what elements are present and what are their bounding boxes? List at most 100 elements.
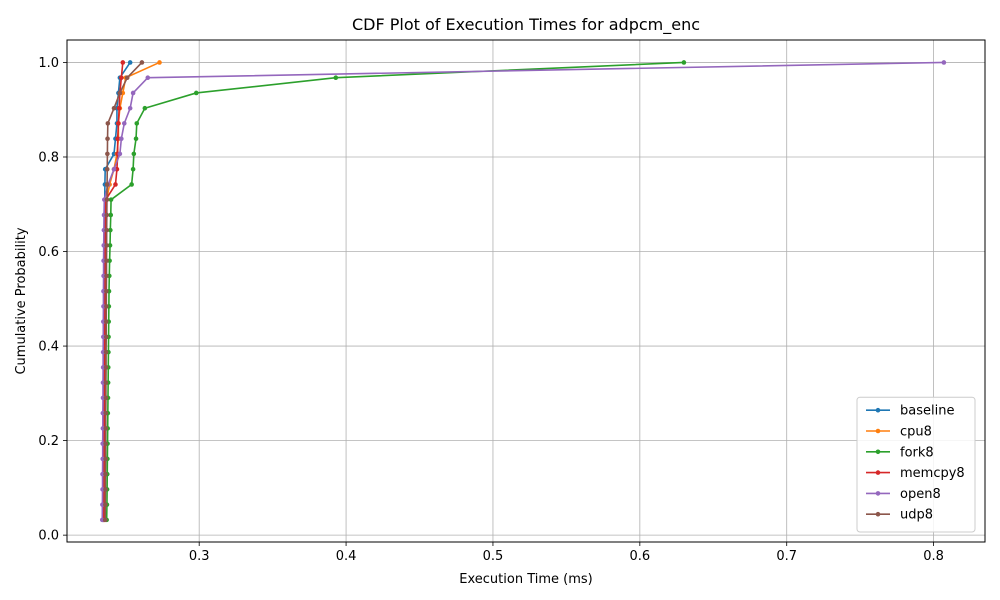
data-point-memcpy8: [116, 105, 122, 111]
data-point-udp8: [102, 517, 108, 523]
data-point-udp8: [104, 197, 110, 202]
data-point-fork8: [129, 182, 134, 187]
legend-marker: [875, 470, 881, 475]
y-tick-label: 0.4: [38, 340, 59, 355]
data-point-open8: [121, 121, 127, 126]
data-point-open8: [130, 90, 136, 96]
data-point-fork8: [107, 243, 113, 248]
legend-item-baseline: baseline: [866, 404, 954, 419]
data-point-fork8: [131, 151, 137, 157]
data-point-open8: [145, 75, 151, 81]
legend-item-cpu8: cpu8: [866, 425, 932, 440]
y-tick-label: 1.0: [38, 56, 59, 71]
data-point-udp8: [104, 258, 109, 264]
legend-label: open8: [900, 487, 941, 502]
series-udp8: [102, 60, 145, 523]
y-tick-label: 0.8: [38, 150, 59, 165]
data-point-udp8: [103, 319, 109, 324]
legend-label: baseline: [900, 404, 954, 419]
data-point-memcpy8: [119, 75, 124, 81]
legend-marker: [875, 449, 881, 455]
data-point-fork8: [333, 75, 339, 81]
data-point-udp8: [117, 90, 123, 96]
chart-title: CDF Plot of Execution Times for adpcm_en…: [352, 15, 700, 35]
data-point-udp8: [104, 212, 110, 218]
data-point-fork8: [681, 60, 687, 65]
data-point-fork8: [133, 136, 139, 141]
data-point-udp8: [103, 334, 109, 340]
data-point-cpu8: [157, 60, 162, 65]
data-point-udp8: [103, 349, 109, 355]
data-point-open8: [127, 105, 133, 111]
legend-item-fork8: fork8: [866, 445, 934, 460]
legend-item-open8: open8: [866, 487, 941, 502]
legend-label: fork8: [900, 445, 934, 460]
data-point-fork8: [108, 227, 113, 233]
data-point-udp8: [105, 151, 110, 157]
x-tick-label: 0.3: [189, 549, 210, 564]
legend-label: udp8: [900, 508, 933, 523]
y-axis-title: Cumulative Probability: [14, 227, 29, 374]
legend: baseline cpu8 fork8 memcpy8 open8 udp8: [856, 396, 976, 533]
data-point-udp8: [111, 105, 117, 111]
data-point-udp8: [104, 243, 109, 248]
data-point-open8: [111, 166, 117, 172]
data-point-fork8: [193, 90, 199, 96]
x-tick-label: 0.6: [629, 549, 650, 564]
data-point-udp8: [104, 227, 109, 233]
data-point-udp8: [103, 426, 109, 431]
grid: [67, 40, 985, 542]
data-point-open8: [117, 151, 123, 157]
x-axis-title: Execution Time (ms): [459, 572, 592, 587]
legend-marker: [875, 511, 881, 517]
plot-frame: [66, 39, 986, 543]
data-point-udp8: [105, 121, 111, 126]
data-point-open8: [941, 60, 947, 65]
data-point-fork8: [130, 166, 136, 172]
data-point-udp8: [105, 136, 110, 141]
data-point-memcpy8: [115, 136, 120, 141]
y-tick-label: 0.6: [38, 245, 59, 260]
data-point-udp8: [103, 365, 109, 370]
data-point-udp8: [104, 273, 109, 279]
x-tick-label: 0.8: [923, 549, 944, 564]
data-point-udp8: [104, 304, 109, 309]
legend-marker: [875, 491, 881, 496]
data-point-udp8: [103, 380, 109, 385]
legend-item-memcpy8: memcpy8: [866, 466, 965, 481]
data-point-udp8: [103, 502, 108, 507]
data-point-fork8: [108, 197, 114, 202]
data-point-udp8: [103, 441, 108, 446]
legend-label: memcpy8: [900, 466, 965, 481]
legend-marker: [875, 407, 881, 413]
legend-item-udp8: udp8: [866, 508, 933, 523]
series-layer: [99, 60, 947, 523]
data-point-udp8: [103, 471, 108, 477]
ticks: 0.3 0.4 0.5 0.6 0.7 0.8 0.0 0.2 0.4 0.6 0.8 1.0: [38, 56, 944, 564]
data-point-udp8: [103, 410, 109, 416]
data-point-fork8: [142, 105, 148, 111]
data-point-udp8: [103, 395, 109, 401]
legend-marker: [875, 428, 881, 434]
data-point-memcpy8: [116, 121, 121, 126]
data-point-memcpy8: [113, 182, 118, 187]
data-point-fork8: [134, 121, 140, 126]
legend-label: cpu8: [900, 425, 932, 440]
y-tick-label: 0.2: [38, 434, 59, 449]
data-point-udp8: [104, 288, 109, 294]
data-point-open8: [119, 136, 124, 141]
data-point-baseline: [127, 60, 133, 65]
x-tick-label: 0.4: [336, 549, 357, 564]
y-tick-label: 0.0: [38, 529, 59, 544]
data-point-udp8: [104, 182, 110, 187]
data-point-fork8: [108, 212, 114, 218]
x-tick-label: 0.7: [776, 549, 797, 564]
x-tick-label: 0.5: [483, 549, 504, 564]
data-point-udp8: [103, 456, 108, 462]
data-point-udp8: [124, 75, 130, 81]
data-point-udp8: [103, 487, 108, 492]
data-point-memcpy8: [120, 60, 126, 65]
data-point-udp8: [139, 60, 145, 65]
